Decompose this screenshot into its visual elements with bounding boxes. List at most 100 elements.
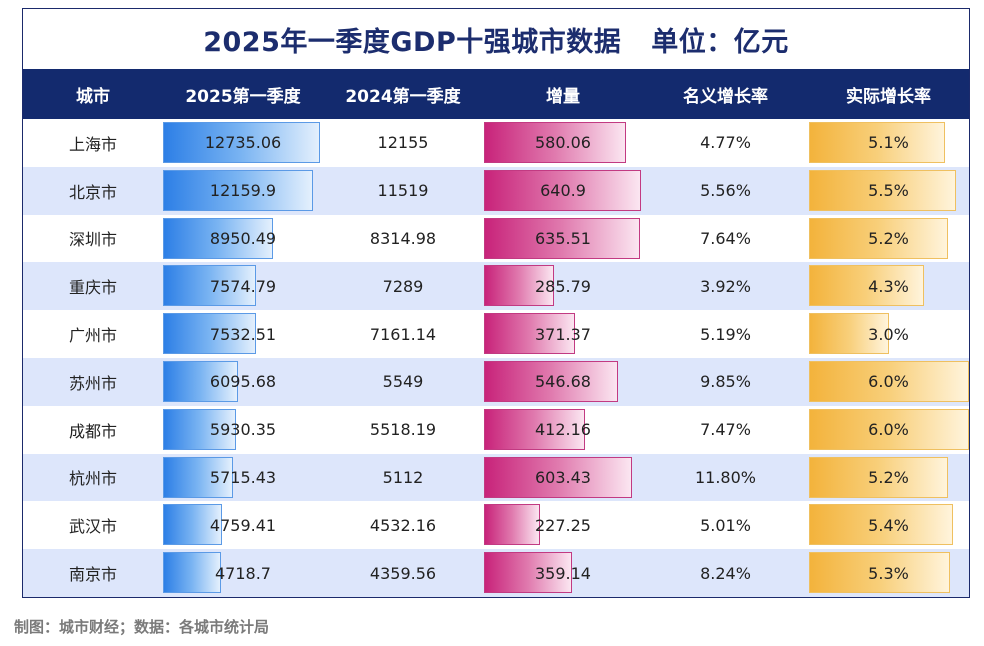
gdp-2024-cell: 4532.16	[369, 515, 437, 535]
header-cell: 2025第一季度	[185, 86, 301, 107]
real-growth-bar	[809, 217, 948, 259]
city-cell: 北京市	[68, 182, 117, 202]
header-cell: 城市	[76, 86, 110, 107]
gdp-2025-bar	[163, 122, 320, 163]
real-growth-bar	[809, 361, 969, 402]
increase-bar	[484, 361, 618, 402]
gdp-2025-bar	[163, 265, 257, 307]
gdp-2025-bar	[163, 361, 239, 402]
table-row: 上海市 12735.06 12155 580.06 4.77% 5.1%	[23, 119, 969, 167]
city-cell: 武汉市	[68, 517, 117, 537]
nominal-growth-cell: 8.24%	[700, 563, 751, 583]
table-row: 广州市 7532.51 7161.14 371.37 5.19% 3.0%	[23, 310, 969, 358]
real-growth-label: 5.2%	[868, 228, 909, 248]
gdp-2025-bar	[163, 169, 313, 211]
table-row: 南京市 4718.7 4359.56 359.14 8.24% 5.3%	[23, 549, 969, 597]
real-growth-label: 5.5%	[868, 181, 909, 201]
header-cell: 增量	[546, 86, 580, 107]
header-cell: 2024第一季度	[345, 86, 461, 107]
gdp-2025-bar	[163, 408, 237, 450]
gdp-2024-cell: 7161.14	[369, 324, 437, 344]
increase-bar	[484, 122, 627, 163]
increase-label: 546.68	[535, 372, 591, 392]
increase-label: 359.14	[535, 563, 591, 583]
table-row: 武汉市 4759.41 4532.16 227.25 5.01% 5.4%	[23, 501, 969, 549]
increase-bar	[484, 504, 540, 546]
table-row: 北京市 12159.9 11519 640.9 5.56% 5.5%	[23, 166, 969, 215]
gdp-2025-label: 8950.49	[209, 228, 277, 248]
real-growth-bar	[809, 552, 951, 594]
real-growth-bar	[809, 408, 969, 450]
increase-bar	[484, 169, 641, 211]
gdp-2025-bar	[163, 217, 274, 259]
real-growth-label: 3.0%	[868, 324, 909, 344]
gdp-2025-label: 4759.41	[209, 515, 277, 535]
gdp-2024-cell: 8314.98	[369, 228, 437, 248]
real-growth-label: 6.0%	[868, 372, 909, 392]
city-cell: 成都市	[68, 421, 117, 441]
nominal-growth-cell: 3.92%	[700, 276, 751, 296]
increase-label: 640.9	[540, 181, 586, 201]
real-growth-label: 5.3%	[868, 563, 909, 583]
table-row: 成都市 5930.35 5518.19 412.16 7.47% 6.0%	[23, 406, 969, 454]
gdp-2024-cell: 5518.19	[369, 420, 437, 440]
city-cell: 苏州市	[68, 373, 117, 393]
real-growth-bar	[809, 265, 924, 307]
increase-bar	[484, 217, 640, 259]
increase-bar	[484, 313, 575, 355]
chart-title: 2025年一季度GDP十强城市数据 单位：亿元	[23, 9, 969, 69]
table-body: 上海市 12735.06 12155 580.06 4.77% 5.1% 北京市 12159.…	[23, 119, 969, 597]
real-growth-label: 5.1%	[868, 133, 909, 153]
increase-bar	[484, 265, 554, 307]
increase-bar	[484, 552, 572, 594]
gdp-2025-label: 7574.79	[209, 276, 277, 296]
chart-frame: 2025年一季度GDP十强城市数据 单位：亿元 城市 2025第一季度 2024第一…	[22, 8, 970, 598]
increase-label: 371.37	[535, 324, 591, 344]
gdp-2024-cell: 12155	[377, 133, 429, 153]
gdp-2024-cell: 5549	[382, 372, 424, 392]
nominal-growth-cell: 5.01%	[700, 515, 751, 535]
nominal-growth-cell: 7.47%	[700, 420, 751, 440]
gdp-2024-cell: 5112	[382, 467, 424, 487]
real-growth-label: 6.0%	[868, 420, 909, 440]
gdp-2025-label: 12159.9	[209, 181, 277, 201]
table-row: 深圳市 8950.49 8314.98 635.51 7.64% 5.2%	[23, 215, 969, 263]
gdp-2024-cell: 7289	[382, 276, 424, 296]
gdp-2025-label: 12735.06	[204, 133, 282, 153]
real-growth-bar	[809, 169, 956, 211]
city-cell: 南京市	[68, 565, 117, 585]
gdp-2024-cell: 4359.56	[369, 563, 437, 583]
nominal-growth-cell: 9.85%	[700, 372, 751, 392]
nominal-growth-cell: 7.64%	[700, 228, 751, 248]
real-growth-label: 5.4%	[868, 515, 909, 535]
source-note: 制图：城市财经；数据：各城市统计局	[14, 618, 270, 636]
gdp-2025-bar	[163, 456, 234, 498]
city-cell: 广州市	[68, 326, 117, 346]
gdp-2025-bar	[163, 313, 256, 355]
gdp-2024-cell: 11519	[377, 181, 429, 201]
table-row: 苏州市 6095.68 5549 546.68 9.85% 6.0%	[23, 358, 969, 406]
real-growth-bar	[809, 313, 889, 355]
city-cell: 重庆市	[68, 278, 117, 298]
increase-bar	[484, 408, 585, 450]
nominal-growth-cell: 4.77%	[700, 133, 751, 153]
nominal-growth-cell: 11.80%	[694, 467, 756, 487]
gdp-2025-label: 6095.68	[209, 372, 277, 392]
table-header: 城市 2025第一季度 2024第一季度 增量 名义增长率 实际增长率	[23, 69, 969, 119]
table-row: 重庆市 7574.79 7289 285.79 3.92% 4.3%	[23, 262, 969, 311]
city-cell: 上海市	[68, 134, 117, 154]
nominal-growth-cell: 5.56%	[700, 181, 751, 201]
increase-label: 580.06	[535, 133, 591, 153]
title-text: 2025年一季度GDP十强城市数据	[203, 26, 622, 58]
gdp-2025-label: 7532.51	[209, 324, 277, 344]
unit-text: 单位：亿元	[651, 26, 789, 58]
gdp-2025-bar	[163, 552, 222, 594]
increase-label: 603.43	[535, 467, 591, 487]
gdp-2025-label: 5715.43	[209, 467, 277, 487]
real-growth-bar	[809, 504, 953, 546]
table-row: 杭州市 5715.43 5112 603.43 11.80% 5.2%	[23, 453, 969, 502]
increase-label: 635.51	[535, 228, 591, 248]
increase-bar	[484, 456, 632, 498]
real-growth-label: 5.2%	[868, 467, 909, 487]
increase-label: 285.79	[535, 276, 591, 296]
